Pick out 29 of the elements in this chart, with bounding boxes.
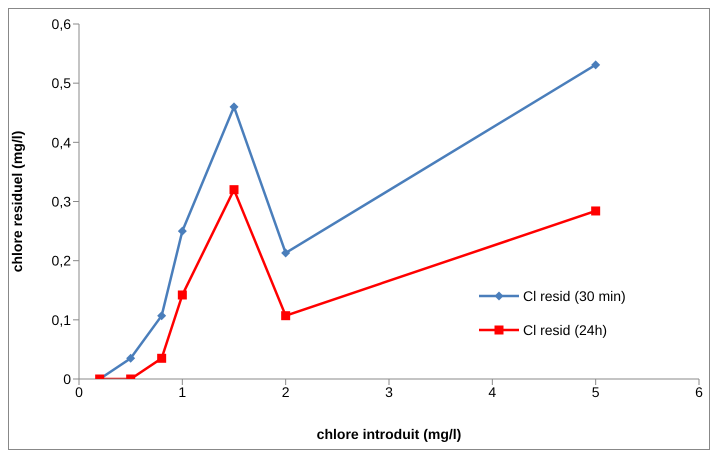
point xyxy=(230,185,238,194)
y-tick-label: 0 xyxy=(63,370,72,387)
x-tick-label: 3 xyxy=(385,384,394,400)
x-tick-label: 6 xyxy=(695,384,704,400)
point xyxy=(281,248,290,258)
y-axis-title: chlore residuel (mg/l) xyxy=(8,130,25,272)
x-axis-title: chlore introduit (mg/l) xyxy=(316,426,462,442)
y-tick-label: 0,1 xyxy=(52,312,72,328)
y-tick-label: 0,3 xyxy=(52,193,72,210)
y-tick-label: 0,4 xyxy=(52,134,72,150)
x-tick-label: 5 xyxy=(592,384,600,400)
x-tick-label: 4 xyxy=(488,384,496,400)
x-tick-label: 1 xyxy=(178,384,186,400)
point xyxy=(126,354,136,363)
point xyxy=(281,311,290,320)
legend-label: Cl resid (30 min) xyxy=(523,288,626,304)
y-tick-label: 0,5 xyxy=(52,75,72,92)
y-tick-label: 0,2 xyxy=(52,252,72,269)
x-tick-label: 0 xyxy=(75,384,84,400)
point xyxy=(157,311,166,320)
point xyxy=(591,206,600,216)
point xyxy=(178,226,187,236)
point xyxy=(591,60,600,70)
point xyxy=(157,354,166,363)
x-tick-label: 2 xyxy=(282,384,290,400)
point xyxy=(230,102,238,112)
legend-label: Cl resid (24h) xyxy=(523,322,608,338)
y-tick-label: 0,6 xyxy=(52,16,72,32)
point xyxy=(178,290,187,300)
